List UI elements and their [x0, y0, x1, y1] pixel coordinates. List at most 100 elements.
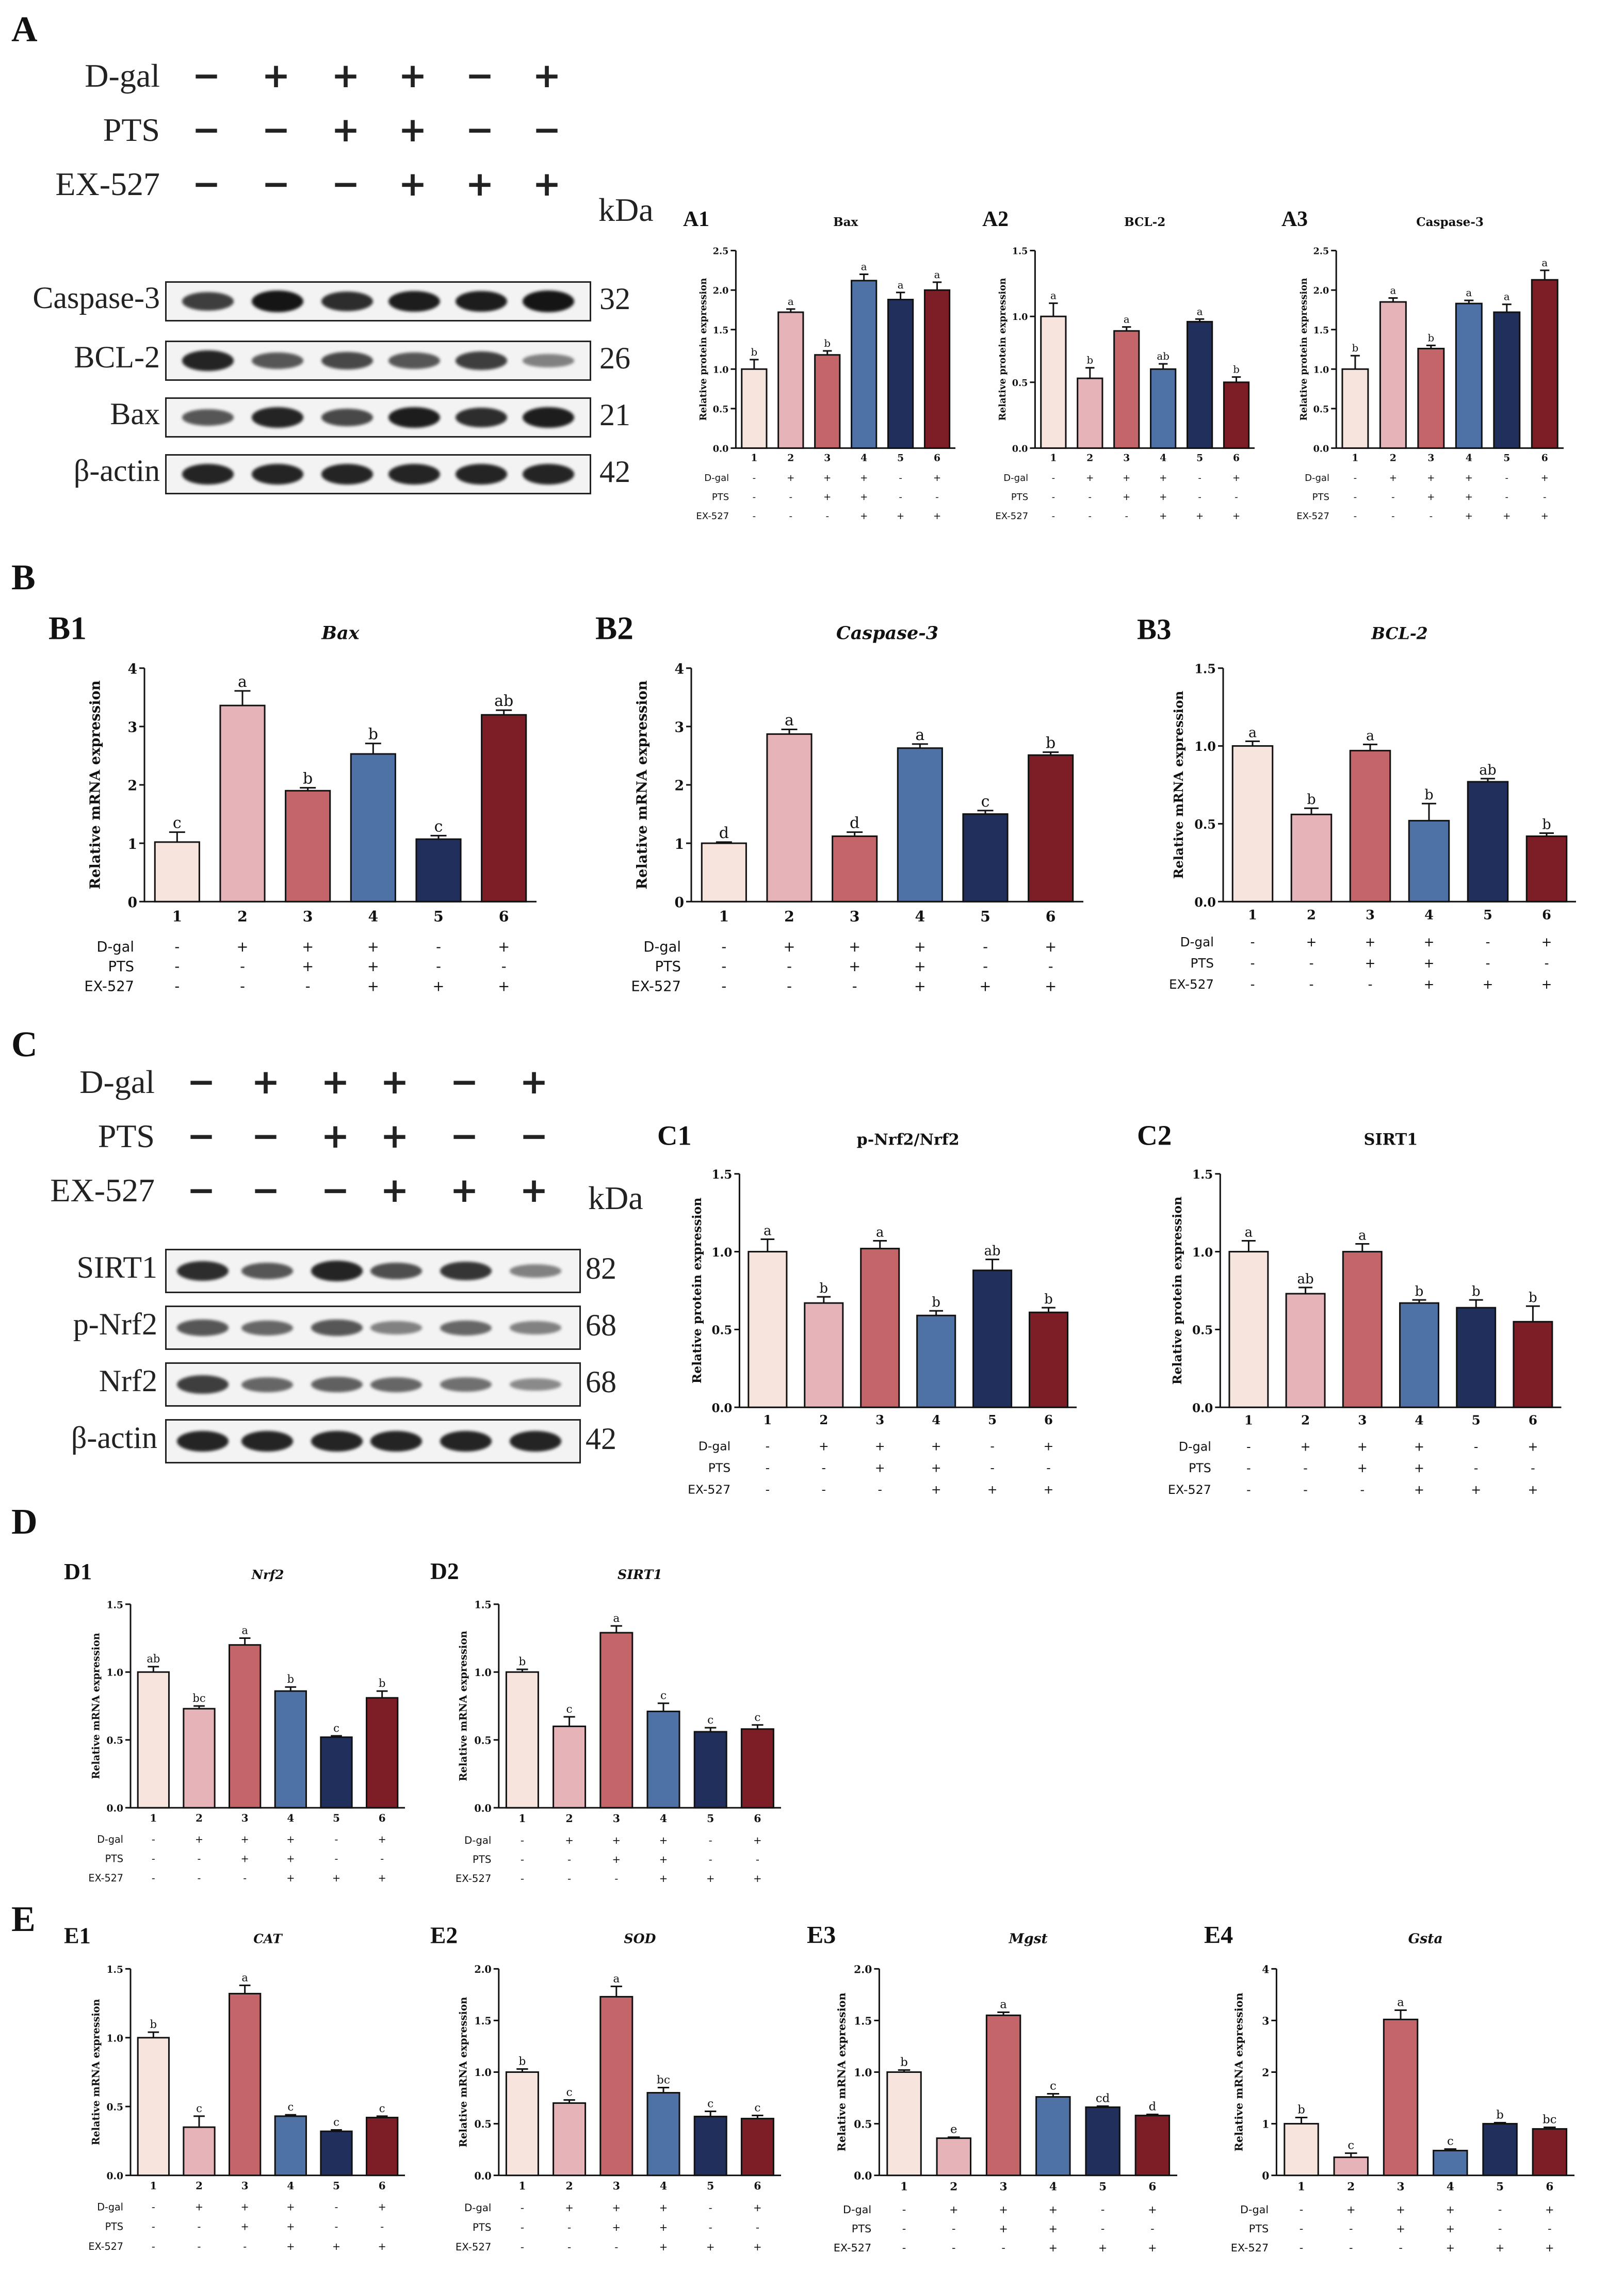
x-tick-label: 6 — [934, 453, 940, 464]
panel-label: D2 — [430, 1558, 459, 1584]
treatment-sign: + — [378, 1872, 386, 1884]
treatment-sign: + — [1232, 473, 1240, 484]
blot-condition-sign: + — [331, 110, 360, 150]
chart-D2: D2 SIRT1 0.0 0.5 1.0 1.5 Relative mRNA express… — [428, 1548, 800, 1899]
treatment-sign: - — [198, 2221, 201, 2233]
y-axis-label: Relative protein expression — [698, 278, 709, 421]
treatment-label: PTS — [473, 2221, 491, 2233]
y-tick-label: 0.5 — [1313, 404, 1329, 415]
blot-condition-sign: − — [262, 110, 290, 150]
treatment-sign: - — [1101, 2203, 1105, 2216]
blot-condition-sign: + — [321, 1062, 350, 1102]
treatment-sign: + — [195, 1833, 203, 1845]
treatment-sign: - — [152, 2241, 155, 2252]
bar — [814, 354, 841, 449]
treatment-label: D-gal — [97, 2201, 123, 2213]
bar — [1231, 745, 1274, 903]
treatment-sign: + — [286, 1853, 295, 1864]
blot-protein-label: Nrf2 — [99, 1364, 157, 1398]
y-tick-label: 1.0 — [474, 2067, 491, 2079]
treatment-sign: + — [659, 1834, 668, 1846]
significance-letter: b — [379, 1677, 385, 1689]
significance-letter: d — [850, 814, 859, 832]
bar — [481, 714, 527, 903]
treatment-sign: - — [952, 2242, 956, 2254]
x-tick-label: 3 — [303, 908, 313, 925]
treatment-sign: + — [987, 1482, 998, 1496]
blot-band — [241, 1377, 293, 1392]
treatment-sign: + — [1045, 978, 1057, 994]
treatment-sign: + — [897, 511, 904, 522]
treatment-sign: + — [286, 2221, 295, 2233]
treatment-sign: - — [1198, 492, 1201, 503]
x-tick-label: 3 — [850, 908, 860, 925]
blot-condition-sign: + — [398, 56, 427, 95]
x-tick-label: 1 — [1244, 1413, 1253, 1428]
panel-label: A3 — [1281, 207, 1308, 231]
blot-condition-label: EX-527 — [50, 1172, 155, 1209]
x-tick-label: 3 — [824, 453, 831, 464]
panel-label: B1 — [48, 610, 87, 647]
treatment-sign: + — [1424, 956, 1435, 971]
treatment-label: PTS — [105, 1853, 123, 1864]
treatment-sign: + — [914, 959, 926, 975]
treatment-sign: + — [241, 2221, 249, 2233]
chart-svg: A2 BCL-2 0.0 0.5 1.0 1.5 Relative protein expr… — [982, 207, 1255, 522]
bar — [1035, 2096, 1071, 2177]
treatment-sign: - — [952, 2223, 956, 2235]
blot-strip — [165, 1306, 581, 1350]
treatment-sign: - — [1125, 511, 1128, 522]
y-axis-label: Relative protein expression — [690, 1198, 704, 1384]
bar — [1456, 1307, 1497, 1408]
chart-title: SIRT1 — [1363, 1131, 1418, 1149]
blot-condition-sign: + — [251, 1062, 280, 1102]
chart-svg: D1 Nrf2 0.0 0.5 1.0 1.5 Relative mRNA expressi… — [64, 1558, 405, 1884]
chart-E2: E2 SOD 0.0 0.5 1.0 1.5 2.0 Relative mRNA expres… — [428, 1912, 800, 2268]
treatment-sign: - — [567, 1854, 571, 1865]
treatment-sign: - — [152, 1872, 155, 1884]
y-tick-label: 4 — [1262, 1963, 1269, 1976]
bar — [1417, 347, 1445, 449]
treatment-sign: - — [766, 1482, 770, 1496]
x-tick-label: 3 — [1427, 453, 1434, 464]
x-tick-label: 6 — [1044, 1412, 1053, 1427]
significance-letter: b — [1044, 1292, 1053, 1307]
significance-letter: a — [1050, 290, 1057, 302]
treatment-label: PTS — [712, 492, 729, 503]
treatment-label: PTS — [108, 959, 134, 975]
significance-letter: c — [566, 2086, 573, 2099]
x-tick-label: 3 — [1366, 908, 1375, 923]
bar — [1333, 2156, 1369, 2177]
treatment-sign: + — [1044, 1482, 1054, 1496]
treatment-sign: + — [753, 1834, 761, 1846]
bar — [804, 1302, 844, 1408]
treatment-sign: - — [766, 1439, 770, 1453]
treatment-sign: - — [721, 978, 726, 994]
chart-svg: E2 SOD 0.0 0.5 1.0 1.5 2.0 Relative mRNA expres… — [430, 1922, 781, 2253]
treatment-sign: + — [1446, 2242, 1455, 2254]
significance-letter: c — [379, 2102, 385, 2115]
treatment-sign: - — [756, 2221, 759, 2233]
treatment-sign: - — [152, 1833, 155, 1845]
treatment-label: EX-527 — [1169, 977, 1214, 992]
x-tick-label: 5 — [1196, 453, 1203, 464]
treatment-label: D-gal — [1305, 473, 1329, 484]
chart-E3: E3 Mgst 0.0 0.5 1.0 1.5 2.0 Relative mRNA expre… — [805, 1912, 1197, 2268]
bar — [415, 838, 462, 903]
blot-condition-sign: − — [251, 1170, 280, 1210]
treatment-label: D-gal — [97, 1833, 123, 1845]
bar — [1228, 1251, 1269, 1408]
significance-letter: b — [150, 2018, 157, 2031]
treatment-sign: - — [436, 959, 441, 975]
treatment-sign: - — [1368, 977, 1373, 992]
significance-letter: b — [287, 1673, 294, 1685]
y-tick-label: 1.5 — [1192, 1168, 1213, 1182]
x-tick-label: 4 — [1447, 2181, 1454, 2194]
bar — [701, 842, 747, 903]
y-tick-label: 1.0 — [1192, 1246, 1213, 1260]
treatment-sign: + — [302, 959, 314, 975]
kda-label: kDa — [588, 1180, 643, 1216]
treatment-label: PTS — [1249, 2223, 1269, 2235]
treatment-sign: - — [243, 1872, 247, 1884]
significance-letter: b — [1428, 332, 1435, 344]
